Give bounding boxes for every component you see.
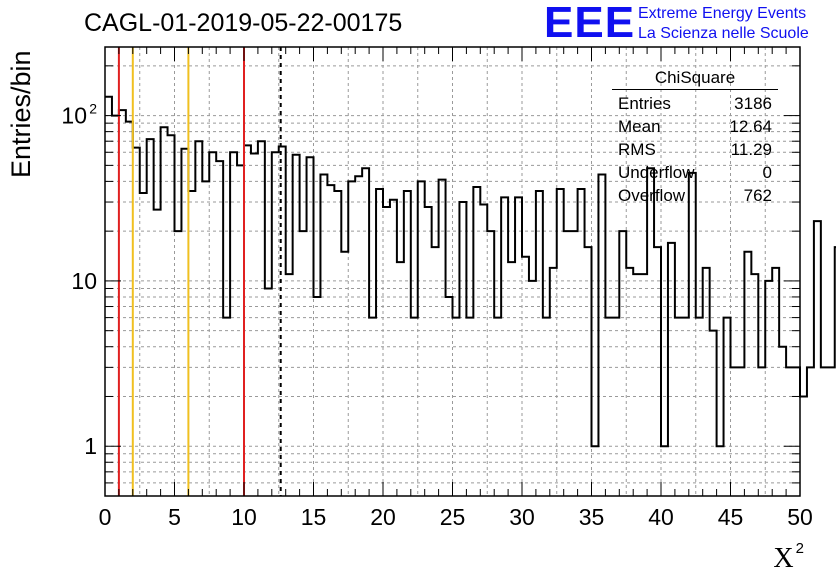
x-tick-label: 40 (648, 504, 674, 530)
x-tick-label: 15 (301, 504, 327, 530)
x-tick-label: 20 (370, 504, 396, 530)
x-tick-label: 35 (579, 504, 605, 530)
stats-row-rms: RMS 11.29 (612, 138, 778, 161)
stats-box: ChiSquare Entries 3186 Mean 12.64 RMS 11.29… (612, 68, 778, 207)
x-axis-label-symbol: X (773, 543, 794, 574)
eee-logo: EEE (544, 0, 636, 47)
stats-label: Entries (618, 94, 671, 113)
stats-row-entries: Entries 3186 (612, 92, 778, 115)
stats-value: 11.29 (730, 140, 772, 159)
x-tick-label: 30 (509, 504, 535, 530)
y-tick-label: 10 (71, 268, 97, 294)
stats-label: Underflow (618, 163, 695, 182)
run-title: CAGL-01-2019-05-22-00175 (84, 9, 403, 37)
stats-title: ChiSquare (612, 68, 778, 90)
y-tick-label-exponent: 2 (89, 101, 97, 117)
stats-value: 0 (762, 163, 772, 182)
x-axis-label-superscript: 2 (795, 540, 804, 557)
x-tick-label: 5 (168, 504, 181, 530)
stats-label: Mean (618, 117, 661, 136)
stats-value: 3186 (734, 94, 772, 113)
y-tick-label: 1 (84, 433, 97, 459)
x-tick-label: 50 (787, 504, 813, 530)
x-tick-label: 45 (718, 504, 744, 530)
stats-label: RMS (618, 140, 656, 159)
stats-label: Overflow (618, 186, 686, 205)
x-tick-label: 10 (231, 504, 257, 530)
x-tick-label: 25 (440, 504, 466, 530)
x-tick-label: 0 (99, 504, 112, 530)
histogram-series (105, 95, 836, 448)
stats-row-underflow: Underflow 0 (612, 161, 778, 184)
stats-value: 12.64 (729, 117, 772, 136)
org-name: Extreme Energy Events (638, 5, 807, 22)
stats-value: 762 (743, 186, 772, 205)
org-subtitle: La Scienza nelle Scuole (638, 25, 809, 42)
stats-row-mean: Mean 12.64 (612, 115, 778, 138)
y-tick-label: 10 (61, 103, 87, 129)
stats-row-overflow: Overflow 762 (612, 184, 778, 207)
y-axis-label: Entries/bin (6, 50, 36, 178)
